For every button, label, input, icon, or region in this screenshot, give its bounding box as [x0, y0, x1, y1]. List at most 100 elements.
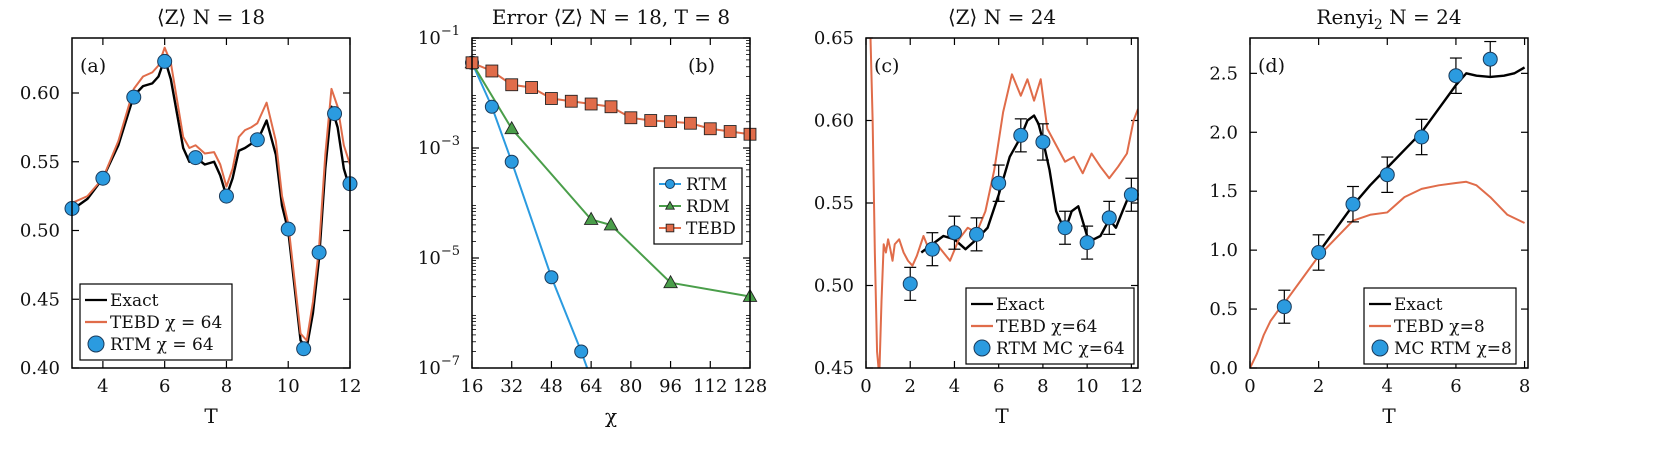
series-line — [72, 57, 350, 349]
x-tick-label: 64 — [580, 376, 603, 397]
data-point — [1101, 210, 1117, 226]
x-tick-label: 16 — [461, 376, 484, 397]
data-point — [249, 132, 265, 148]
y-tick-label: 10−7 — [418, 354, 460, 379]
data-point — [1414, 129, 1430, 145]
data-point — [280, 221, 296, 237]
x-axis-label: T — [995, 404, 1009, 428]
data-point — [624, 111, 638, 125]
y-tick-label: 2.0 — [1209, 122, 1238, 143]
panel-a: ⟨Z⟩ N = 18 4 6 8 10 12 0.40 0.45 0.50 0.55 0.60 T (a… — [20, 5, 362, 428]
data-point — [1379, 167, 1395, 183]
y-tick-label: 10−1 — [418, 24, 460, 49]
data-point — [946, 225, 962, 241]
x-tick-label: 96 — [659, 376, 682, 397]
plot-area — [72, 46, 350, 349]
series-line — [1317, 66, 1526, 254]
series-line — [869, 38, 1138, 368]
chart-title-suffix: N = 24 — [1383, 5, 1462, 29]
series-line — [472, 62, 750, 298]
y-tick-label: 0.45 — [20, 289, 60, 310]
data-point — [188, 150, 204, 166]
legend-label: RTM χ = 64 — [110, 335, 214, 355]
data-point — [218, 188, 234, 204]
panel-b: Error ⟨Z⟩ N = 18, T = 8 16 32 48 64 80 96 112 12… — [418, 5, 767, 428]
data-point — [583, 211, 599, 225]
legend-label: Exact — [110, 291, 159, 311]
x-tick-label: 32 — [500, 376, 523, 397]
x-axis-label: χ — [605, 404, 617, 428]
data-point — [1276, 299, 1292, 315]
data-point — [902, 276, 918, 292]
data-point — [924, 241, 940, 257]
y-tick-label: 10−3 — [418, 134, 460, 159]
data-point — [723, 125, 737, 138]
data-point — [574, 344, 589, 359]
data-point — [484, 99, 499, 114]
data-point — [1057, 220, 1073, 236]
x-tick-label: 0 — [860, 376, 871, 397]
x-tick-label: 6 — [1450, 376, 1461, 397]
plot-frame — [865, 37, 1139, 369]
legend-label: RTM MC χ=64 — [996, 339, 1125, 359]
chart-title: Error ⟨Z⟩ N = 18, T = 8 — [492, 5, 730, 29]
x-tick-label: 2 — [1313, 376, 1324, 397]
legend-marker — [1371, 339, 1389, 357]
chart-title: ⟨Z⟩ N = 18 — [157, 5, 265, 29]
legend-label: RDM — [686, 197, 730, 217]
panel-d: Renyi2 N = 24 0 2 4 6 8 0.0 0.5 1.0 1.5 2.0 2.5 T (d)… — [1209, 5, 1530, 428]
chart-title: Renyi2 N = 24 — [1316, 5, 1461, 33]
data-point — [505, 78, 519, 92]
y-tick-exponent: −7 — [441, 354, 460, 369]
legend-label: TEBD — [686, 219, 736, 239]
data-point — [1123, 187, 1139, 203]
data-point — [544, 270, 559, 285]
y-tick-label: 0.50 — [814, 276, 854, 297]
data-point — [564, 94, 578, 108]
panel-label: (b) — [688, 55, 715, 77]
data-point — [1448, 68, 1464, 84]
data-point — [95, 170, 111, 186]
y-tick-label: 0.55 — [20, 152, 60, 173]
legend-marker — [665, 179, 675, 189]
series-line — [1250, 180, 1526, 368]
x-tick-label: 112 — [693, 376, 727, 397]
legend-label: Exact — [1394, 295, 1443, 315]
data-point — [969, 226, 985, 242]
legend-label: MC RTM χ=8 — [1394, 339, 1512, 359]
data-point — [1345, 196, 1361, 212]
x-tick-label: 10 — [277, 376, 300, 397]
legend-label: Exact — [996, 295, 1045, 315]
legend-marker — [664, 200, 676, 210]
y-tick-label: 0.50 — [20, 221, 60, 242]
series-line — [72, 46, 350, 342]
y-tick-exponent: −5 — [441, 244, 460, 259]
plot-area — [1250, 66, 1526, 368]
data-point — [504, 154, 519, 169]
x-tick-label: 8 — [1519, 376, 1530, 397]
x-tick-label: 48 — [540, 376, 563, 397]
x-tick-label: 4 — [1382, 376, 1393, 397]
x-tick-label: 10 — [1076, 376, 1099, 397]
panel-c: ⟨Z⟩ N = 24 0 2 4 6 8 10 12 0.45 0.50 0.55 0.60 0.65 T… — [814, 5, 1143, 428]
data-point — [1035, 134, 1051, 150]
data-point — [1013, 127, 1029, 143]
y-tick-label: 0.40 — [20, 358, 60, 379]
legend-label: RTM — [686, 175, 727, 195]
data-point — [1311, 245, 1327, 260]
y-tick-label: 0.55 — [814, 193, 854, 214]
legend-label: TEBD χ=8 — [1394, 317, 1485, 337]
x-tick-label: 128 — [733, 376, 767, 397]
y-tick-label: 1.0 — [1209, 240, 1238, 261]
legend-marker — [973, 339, 991, 357]
plot-frame — [1249, 37, 1529, 369]
data-point — [664, 115, 677, 129]
data-point — [991, 175, 1007, 191]
data-point — [703, 122, 717, 136]
chart-title-subscript: 2 — [1374, 17, 1383, 33]
y-tick-label: 2.5 — [1209, 63, 1238, 84]
x-tick-label: 8 — [221, 376, 232, 397]
y-tick-label: 10−5 — [418, 244, 460, 269]
x-tick-label: 4 — [97, 376, 108, 397]
